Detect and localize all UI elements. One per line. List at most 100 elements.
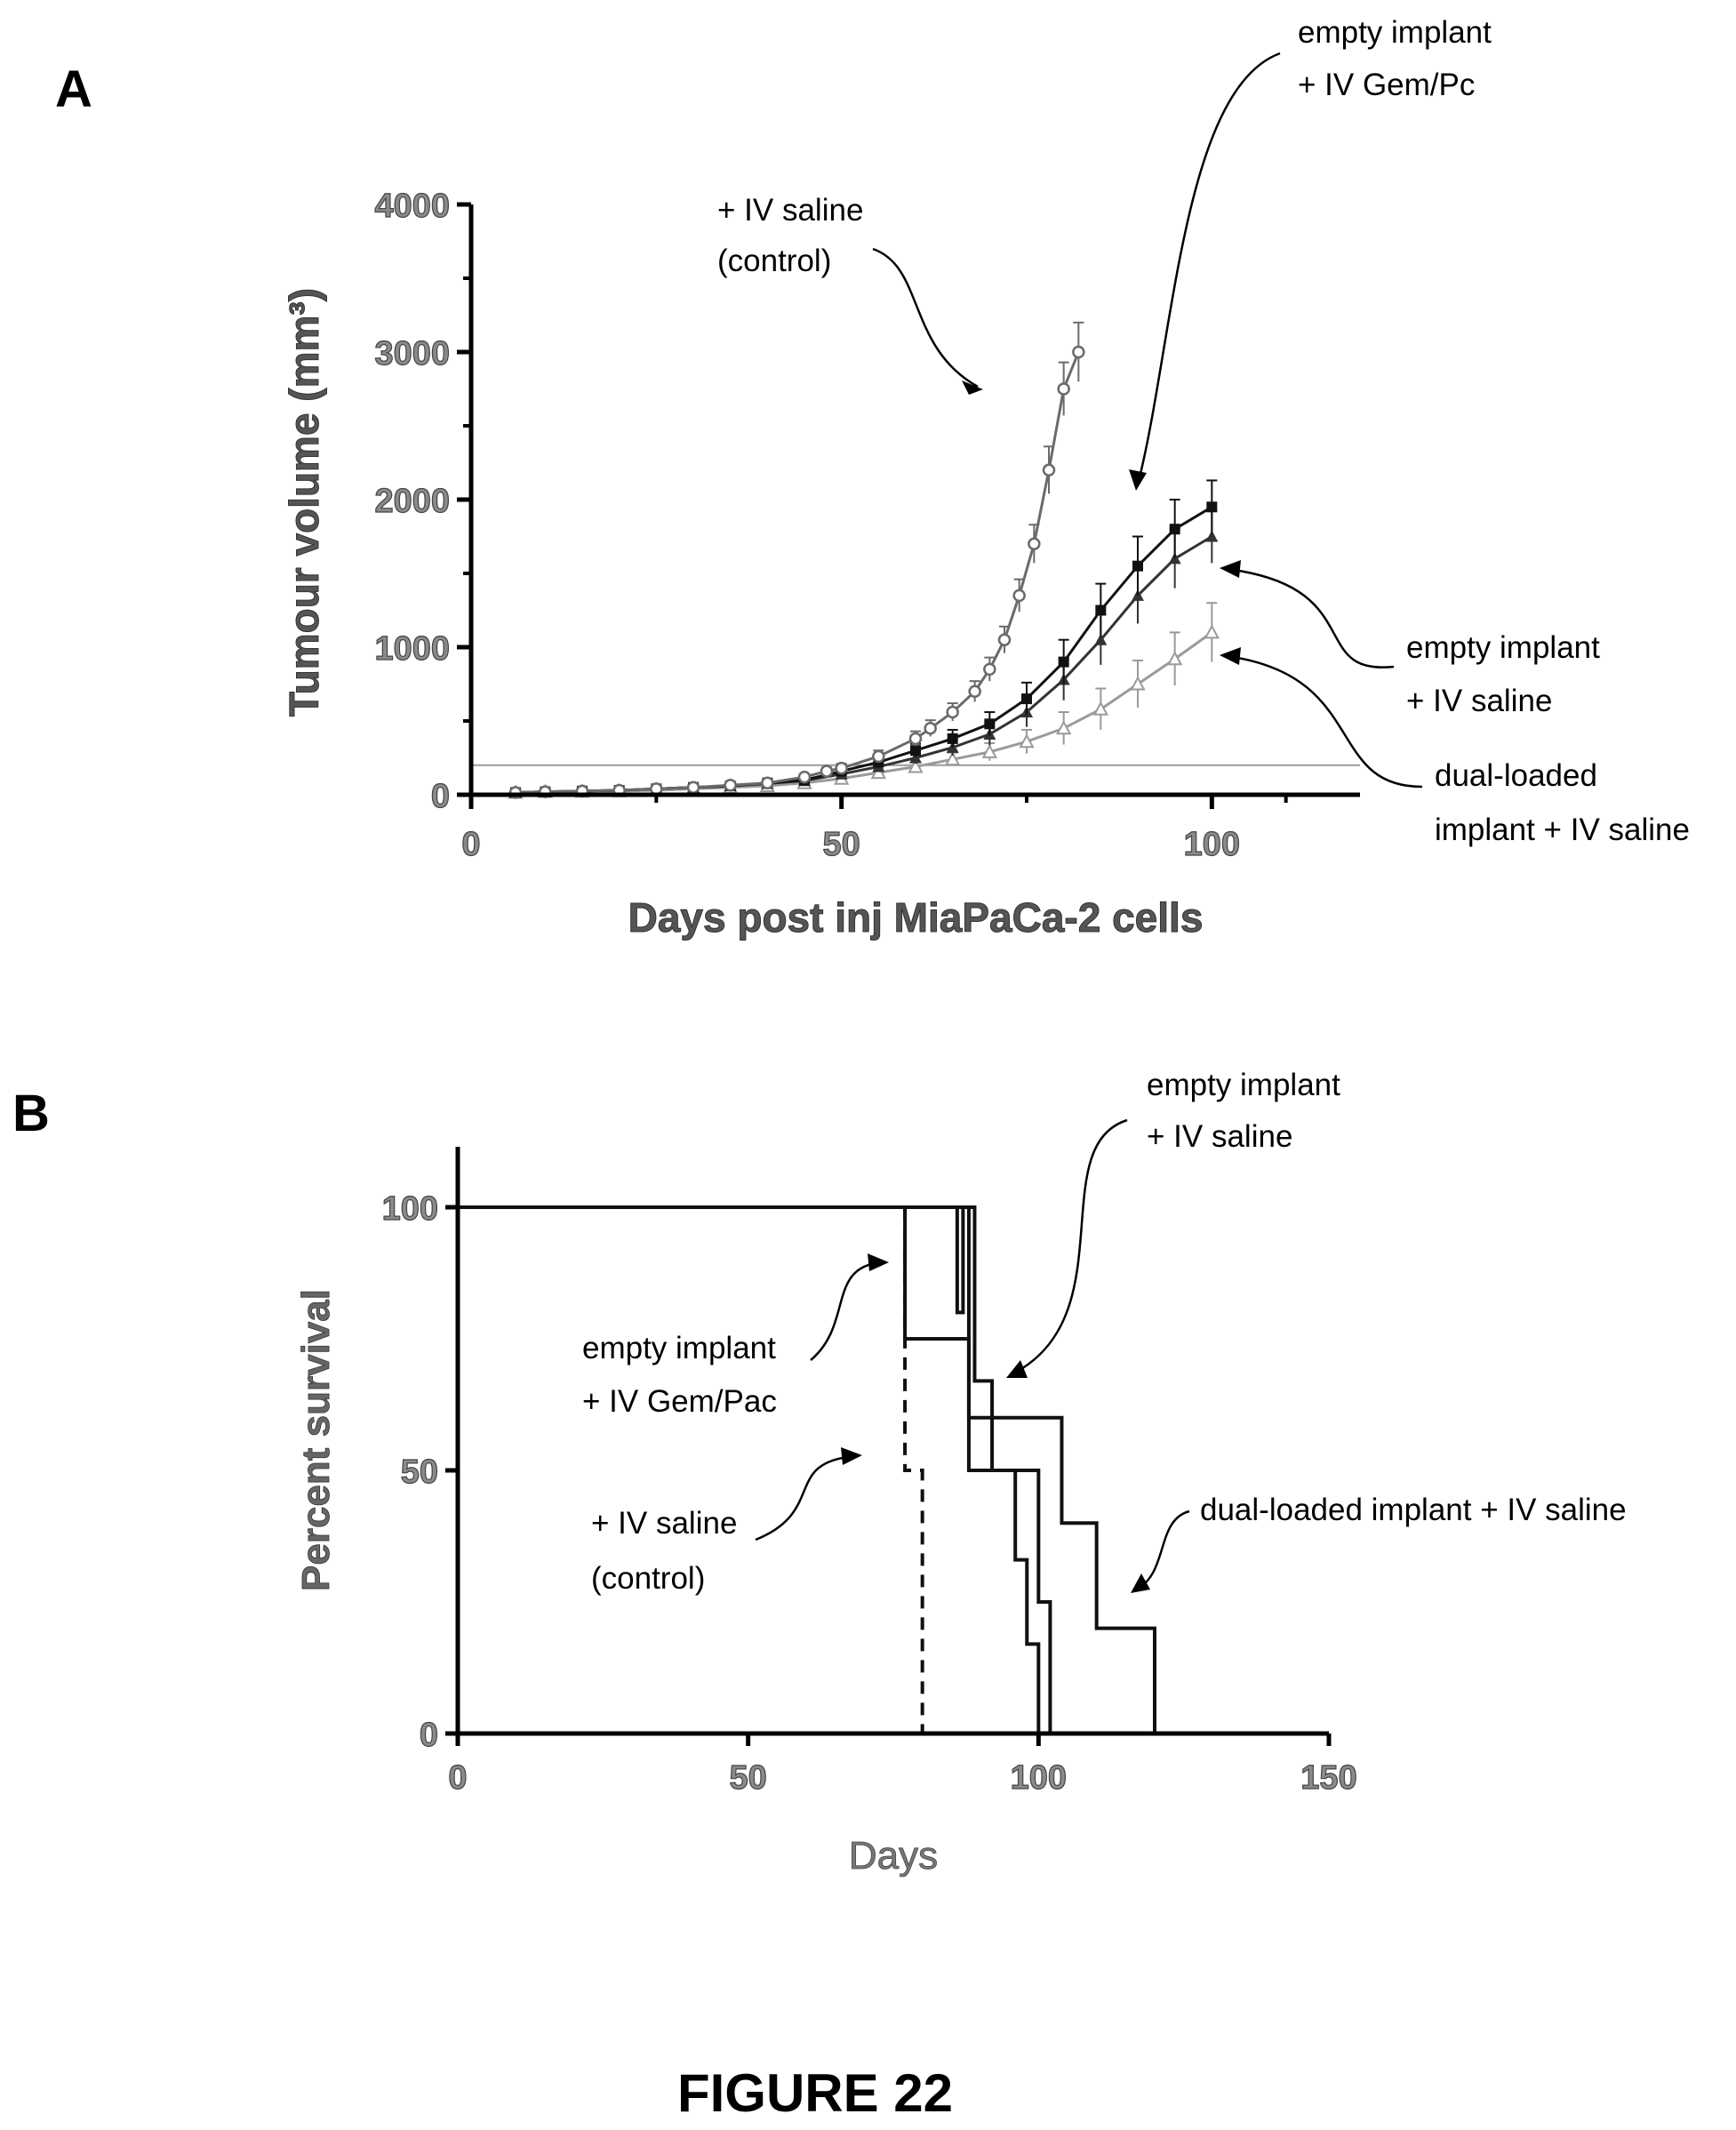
panel-a-series-group [508,321,1220,799]
panel-b-y-tick-label: 50 [401,1453,438,1491]
panel-a-annotation-gem-line2: + IV Gem/Pc [1298,68,1475,102]
panel-b-survival-curve-1 [458,1205,1041,1734]
panel-a-arrowhead-empty [1220,560,1241,578]
panel-a-data-point [1019,733,1035,749]
panel-a-annotation-dual-line2: implant + IV saline [1435,813,1690,847]
panel-b-annotation-gem-line1: empty implant [582,1331,776,1365]
panel-a-series-2 [509,508,1219,798]
panel-a-annotation-control-line2: (control) [717,244,831,278]
panel-b-x-tick-label: 150 [1300,1759,1356,1797]
panel-a-data-point [1012,589,1026,603]
panel-a-series-1 [510,479,1218,798]
panel-a-x-tick-label: 50 [823,826,860,863]
panel-a-data-point [1204,624,1220,639]
panel-a-y-tick-label: 4000 [374,188,450,225]
panel-a-data-point [1072,345,1085,359]
panel-a-data-point [870,764,887,780]
panel-a-arrow-gem [1136,52,1281,485]
panel-b-arrowhead-gem [868,1253,889,1271]
panel-b-annotation-dual: dual-loaded implant + IV saline [1200,1493,1627,1527]
panel-a-annotation-gem-line1: empty implant [1298,15,1492,50]
panel-a-data-point [1169,524,1180,535]
panel-a-data-point [1042,463,1056,477]
panel-a-y-axis-title: Tumour volume (mm³) [281,288,327,717]
panel-a-data-point [1166,651,1183,666]
panel-a-data-point [1206,501,1218,513]
panel-a-y-tick-label: 1000 [374,630,450,668]
panel-a-annotation-control-line1: + IV saline [717,193,863,228]
panel-b-survival-curve-0 [458,1205,924,1734]
panel-b-y-axis-title: Percent survival [294,1289,338,1591]
panel-a-annotation-empty-line1: empty implant [1406,630,1600,665]
panel-a-data-point [724,778,737,792]
panel-a-arrow-control [872,247,979,388]
panel-a-annotation-dual-line1: dual-loaded [1435,758,1597,793]
panel-b-arrow-control [755,1454,856,1541]
panel-b-y-tick-label: 100 [382,1190,438,1228]
panel-a-x-axis-title: Days post inj MiaPaCa-2 cells [628,894,1204,941]
panel-a-data-point [1092,701,1109,716]
panel-b-series-group [458,1205,1156,1734]
panel-a-data-point [1094,633,1108,645]
panel-a-data-point [1028,537,1041,551]
panel-b-survival-curve-2 [458,1205,1052,1734]
panel-a-data-point [835,761,848,775]
panel-b-label: B [12,1085,50,1142]
panel-a-arrow-dual [1226,654,1423,789]
panel-b-arrowhead-control [841,1447,862,1465]
panel-a-arrowhead-dual [1220,647,1241,665]
panel-a-data-point [1130,676,1146,691]
panel-b-x-tick-label: 50 [730,1759,767,1797]
panel-a-series-line [515,506,1213,795]
panel-a-data-point [909,751,922,764]
panel-a-arrowhead-control [962,380,983,395]
panel-b-x-tick-label: 100 [1011,1759,1067,1797]
panel-a-arrowhead-gem [1129,469,1147,491]
panel-b-arrowhead-dual [1131,1573,1150,1593]
panel-a-data-point [908,732,923,746]
panel-a-data-point [968,685,981,699]
panel-a-chart: 0 1000 2000 3000 4000 0 50 100 Tumour volume (… [281,187,1360,941]
panel-a-data-point [872,749,885,764]
panel-a-data-point [1095,605,1107,616]
panel-a-annotation-empty-line2: + IV saline [1406,684,1552,718]
panel-b-annotation-empty-line1: empty implant [1147,1068,1340,1102]
panel-b-chart: 0 50 100 0 50 100 150 Percent survival Days [294,1147,1357,1878]
panel-a-data-point [1057,382,1070,396]
panel-b-survival-curve-3 [458,1205,1156,1734]
panel-a-data-point [1132,560,1143,572]
panel-b-x-tick-label: 0 [448,1759,467,1797]
panel-a-data-point [1021,693,1032,705]
panel-a-series-0 [508,321,1085,799]
panel-a-data-point [984,718,996,730]
panel-b-y-tick-label: 0 [420,1717,438,1754]
panel-a-data-point [983,662,996,677]
panel-a-x-tick-label: 0 [461,826,480,863]
panel-b-annotation-control-line1: + IV saline [591,1506,737,1541]
panel-a-data-point [820,765,834,778]
panel-a-data-point [686,781,700,794]
panel-a-y-tick-label: 0 [431,778,450,815]
panel-a-x-ticks: 0 50 100 [461,795,1288,864]
panel-b-x-axis-title: Days [849,1834,938,1878]
panel-a-data-point [908,758,924,773]
panel-a-x-tick-label: 100 [1184,826,1240,863]
panel-a-data-point [910,745,921,757]
panel-b-arrow-gem [810,1261,883,1361]
panel-b-annotation-empty-line2: + IV saline [1147,1119,1292,1154]
panel-b-annotation-gem-line2: + IV Gem/Pac [582,1384,777,1419]
panel-b-x-ticks: 0 50 100 150 [448,1734,1357,1798]
panel-b-arrow-dual [1135,1509,1190,1591]
panel-a-data-point [946,705,959,719]
panel-a-y-ticks: 0 1000 2000 3000 4000 [374,187,471,816]
panel-a-y-tick-label: 2000 [374,483,450,520]
panel-a-data-point [924,722,937,735]
panel-a-data-point [944,751,961,766]
panel-a-label: A [55,60,92,118]
panel-a-y-tick-label: 3000 [374,335,450,372]
panel-a-data-point [947,733,958,744]
panel-a-data-point [797,770,812,784]
panel-a-data-point [1055,720,1072,735]
panel-a-data-point [981,743,998,758]
